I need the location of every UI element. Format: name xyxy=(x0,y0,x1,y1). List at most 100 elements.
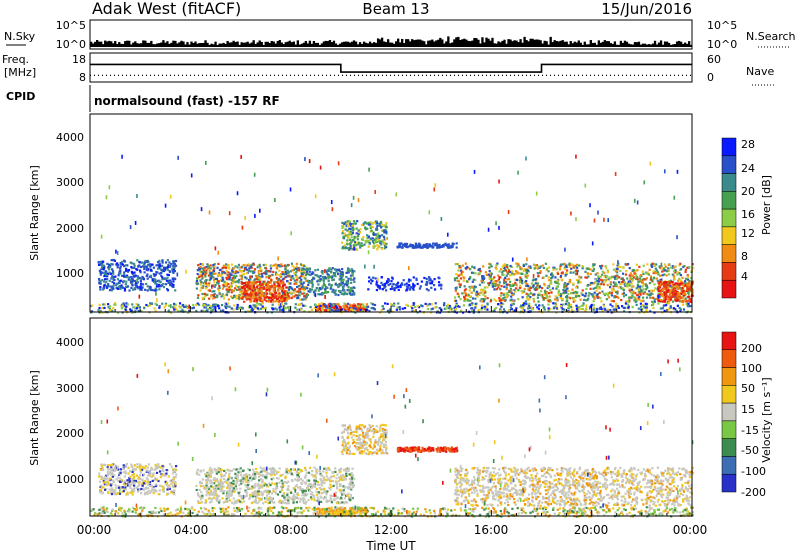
nsky-bar xyxy=(372,42,376,47)
echo-cell xyxy=(458,305,461,308)
echo-cell xyxy=(614,283,617,286)
echo-cell xyxy=(375,227,379,230)
echo-cell xyxy=(297,285,300,288)
echo-cell xyxy=(572,291,575,295)
echo-cell xyxy=(578,264,581,267)
echo-cell xyxy=(212,276,215,279)
echo-cell xyxy=(267,296,271,299)
echo-cell xyxy=(144,288,147,291)
echo-cell xyxy=(376,228,379,231)
echo-cell xyxy=(665,302,668,306)
echo-cell xyxy=(324,287,327,291)
echo-cell xyxy=(517,289,520,292)
echo-cell xyxy=(172,302,176,305)
echo-cell xyxy=(403,242,407,245)
echo-cell xyxy=(572,300,575,303)
echo-cell xyxy=(265,290,268,293)
echo-cell xyxy=(275,271,278,274)
echo-cell xyxy=(169,279,172,282)
echo-cell xyxy=(234,265,237,268)
echo-cell xyxy=(625,300,628,303)
echo-cell xyxy=(160,274,163,277)
echo-cell xyxy=(413,246,416,249)
nsky-bar xyxy=(427,40,430,47)
echo-cell xyxy=(614,270,617,273)
echo-cell xyxy=(300,272,304,275)
echo-cell xyxy=(339,290,342,293)
echo-cell xyxy=(267,286,270,289)
echo-cell xyxy=(455,303,458,306)
echo-cell xyxy=(660,298,663,302)
echo-cell xyxy=(545,267,548,270)
echo-cell xyxy=(585,287,588,291)
nsky-bar xyxy=(421,40,424,47)
echo-cell xyxy=(423,276,426,280)
echo-cell xyxy=(116,311,120,314)
echo-cell xyxy=(118,272,121,275)
echo-cell xyxy=(674,292,677,296)
echo-cell xyxy=(350,233,353,236)
echo-cell xyxy=(136,286,139,289)
echo-cell xyxy=(497,274,500,277)
nsky-bar xyxy=(234,41,237,47)
echo-cell xyxy=(285,272,288,276)
echo-cell xyxy=(478,272,481,275)
echo-cell xyxy=(392,303,395,307)
echo-cell xyxy=(256,264,260,267)
echo-cell xyxy=(585,276,588,279)
echo-cell xyxy=(286,280,289,283)
echo-cell xyxy=(396,246,399,249)
echo-cell xyxy=(141,478,144,481)
echo-cell xyxy=(385,226,388,229)
echo-cell xyxy=(406,287,409,290)
echo-cell xyxy=(114,491,117,495)
echo-cell xyxy=(366,239,369,243)
echo-cell xyxy=(256,266,259,269)
echo-cell xyxy=(643,291,646,294)
echo-cell xyxy=(249,292,252,296)
echo-cell xyxy=(253,271,256,274)
echo-cell xyxy=(108,305,112,308)
echo-cell xyxy=(303,292,306,295)
echo-cell xyxy=(415,278,418,282)
echo-cell xyxy=(241,293,244,296)
echo-cell xyxy=(686,305,689,308)
echo-cell xyxy=(602,283,606,286)
echo-cell xyxy=(569,305,572,309)
echo-cell xyxy=(103,272,106,275)
echo-cell xyxy=(405,245,408,249)
echo-cell xyxy=(401,307,404,310)
echo-cell xyxy=(230,278,233,282)
echo-cell xyxy=(259,307,263,310)
echo-cell xyxy=(502,269,505,273)
freq-unit-label: [MHz] xyxy=(4,66,36,79)
echo-cell xyxy=(228,274,231,277)
nsky-bar xyxy=(589,40,592,47)
echo-cell xyxy=(678,264,681,267)
echo-cell xyxy=(375,235,378,238)
echo-cell xyxy=(454,305,458,308)
echo-cell xyxy=(146,259,149,263)
echo-cell xyxy=(204,281,208,284)
echo-cell xyxy=(641,285,644,288)
echo-cell xyxy=(675,296,678,299)
echo-cell xyxy=(563,281,567,285)
echo-cell xyxy=(307,290,310,293)
echo-cell xyxy=(265,270,268,273)
power-ytick-3000: 3000 xyxy=(56,176,84,189)
echo-cell xyxy=(374,277,377,280)
echo-cell xyxy=(249,275,252,278)
echo-cell xyxy=(316,268,320,271)
echo-cell xyxy=(274,263,277,266)
nsky-bar xyxy=(210,43,213,47)
echo-cell xyxy=(235,297,238,300)
echo-cell xyxy=(163,472,167,476)
echo-cell xyxy=(481,275,484,278)
echo-cell xyxy=(421,305,424,308)
echo-cell xyxy=(555,285,558,288)
echo-cell xyxy=(513,273,516,276)
nsky-bar xyxy=(409,41,412,47)
echo-cell xyxy=(348,227,351,230)
echo-cell xyxy=(491,283,495,286)
echo-cell xyxy=(247,269,251,272)
